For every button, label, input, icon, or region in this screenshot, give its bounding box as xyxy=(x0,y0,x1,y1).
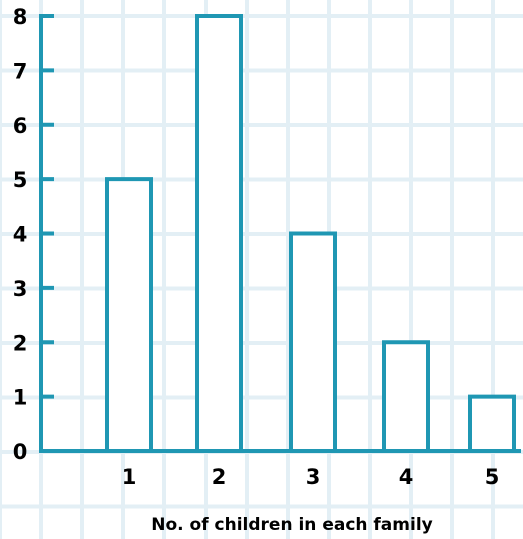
bar-2 xyxy=(195,14,243,453)
x-tick-label-1: 1 xyxy=(122,465,137,489)
x-tick-label-5: 5 xyxy=(485,465,500,489)
axes xyxy=(39,14,521,453)
x-tick-labels: 1 2 3 4 5 xyxy=(122,465,500,489)
y-tick-label-4: 4 xyxy=(13,223,28,247)
y-tick-labels: 0 1 2 3 4 5 6 7 8 xyxy=(13,5,28,464)
y-tick-label-6: 6 xyxy=(13,114,28,138)
y-tick-label-8: 8 xyxy=(13,5,28,29)
y-tick-label-0: 0 xyxy=(13,440,28,464)
y-tick-label-1: 1 xyxy=(13,386,28,410)
x-tick-label-3: 3 xyxy=(306,465,321,489)
y-tick-label-5: 5 xyxy=(13,168,28,192)
bar-5 xyxy=(468,394,516,453)
x-axis-title: No. of children in each family xyxy=(151,515,432,535)
x-tick-label-2: 2 xyxy=(212,465,227,489)
x-tick-label-4: 4 xyxy=(399,465,414,489)
bar-4 xyxy=(382,340,430,453)
y-tick-label-7: 7 xyxy=(13,59,28,83)
bar-1 xyxy=(105,177,153,453)
y-tick-label-2: 2 xyxy=(13,331,28,355)
y-tick-label-3: 3 xyxy=(13,277,28,301)
bar-3 xyxy=(289,231,337,453)
